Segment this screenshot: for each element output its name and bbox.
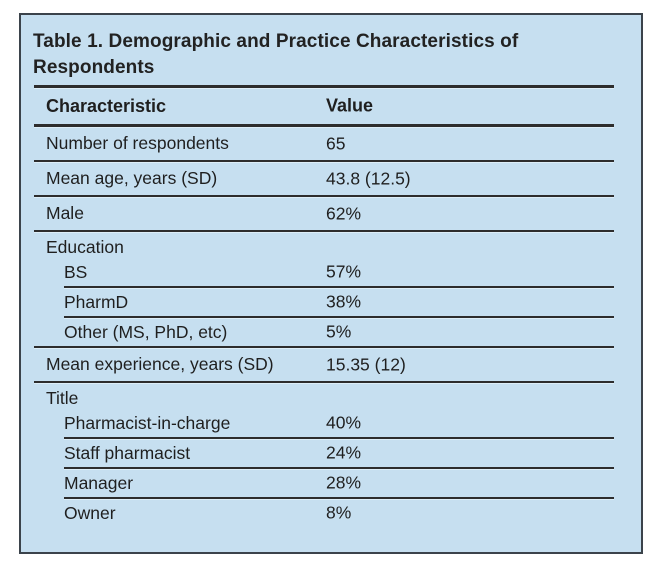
table-header-row: Characteristic Value bbox=[34, 88, 614, 124]
row-value: 24% bbox=[326, 442, 362, 463]
row-value: 62% bbox=[326, 203, 362, 223]
row-rule bbox=[34, 346, 614, 348]
column-header-value: Value bbox=[326, 95, 374, 116]
row-label: Number of respondents bbox=[46, 133, 229, 153]
table-row: Other (MS, PhD, etc) 5% bbox=[34, 318, 614, 346]
row-value: 38% bbox=[326, 291, 362, 312]
row-label: Manager bbox=[64, 472, 134, 493]
rule-above-header bbox=[34, 85, 614, 88]
row-rule bbox=[34, 230, 614, 232]
rule-below-header bbox=[34, 124, 614, 127]
row-value: 40% bbox=[326, 412, 362, 433]
row-label: Other (MS, PhD, etc) bbox=[64, 321, 228, 342]
row-label: Staff pharmacist bbox=[64, 442, 191, 463]
table-body: Characteristic Value Number of responden… bbox=[34, 85, 614, 527]
row-label: Pharmacist-in-charge bbox=[64, 412, 231, 433]
row-value: 8% bbox=[326, 502, 352, 523]
row-value: 43.8 (12.5) bbox=[326, 168, 411, 188]
table-group-title: Title Pharmacist-in-charge 40% bbox=[34, 383, 614, 437]
row-label: Mean age, years (SD) bbox=[46, 168, 218, 188]
row-rule-indented bbox=[64, 497, 614, 499]
table-row: Male 62% bbox=[34, 197, 614, 230]
table-row: Mean age, years (SD) 43.8 (12.5) bbox=[34, 162, 614, 195]
group-label: Title bbox=[46, 388, 79, 408]
row-rule-indented bbox=[64, 286, 614, 288]
table-title: Table 1. Demographic and Practice Charac… bbox=[33, 31, 519, 78]
row-rule bbox=[34, 381, 614, 383]
row-label: Mean experience, years (SD) bbox=[46, 354, 274, 374]
table-row: Pharmacist-in-charge 40% bbox=[34, 409, 614, 437]
table-row: Manager 28% bbox=[34, 469, 614, 497]
row-label: BS bbox=[64, 261, 88, 282]
group-label: Education bbox=[46, 237, 124, 257]
table-row: BS 57% bbox=[34, 258, 614, 286]
table-row: Staff pharmacist 24% bbox=[34, 439, 614, 467]
table-row: Number of respondents 65 bbox=[34, 127, 614, 160]
row-rule-indented bbox=[64, 437, 614, 439]
row-rule-indented bbox=[64, 316, 614, 318]
row-rule bbox=[34, 195, 614, 197]
row-label: PharmD bbox=[64, 291, 129, 312]
row-label: Male bbox=[46, 203, 84, 223]
row-rule bbox=[34, 160, 614, 162]
row-value: 28% bbox=[326, 472, 362, 493]
row-rule-indented bbox=[64, 467, 614, 469]
table-row: PharmD 38% bbox=[34, 288, 614, 316]
table-panel: Table 1. Demographic and Practice Charac… bbox=[19, 13, 643, 554]
row-value: 15.35 (12) bbox=[326, 354, 406, 374]
row-value: 65 bbox=[326, 133, 346, 153]
row-value: 5% bbox=[326, 321, 352, 342]
table-group-education: Education BS 57% bbox=[34, 232, 614, 286]
row-label: Owner bbox=[64, 502, 116, 523]
table-row: Mean experience, years (SD) 15.35 (12) bbox=[34, 348, 614, 381]
column-header-characteristic: Characteristic bbox=[46, 95, 167, 116]
row-value: 57% bbox=[326, 261, 362, 282]
table-row: Owner 8% bbox=[34, 499, 614, 527]
